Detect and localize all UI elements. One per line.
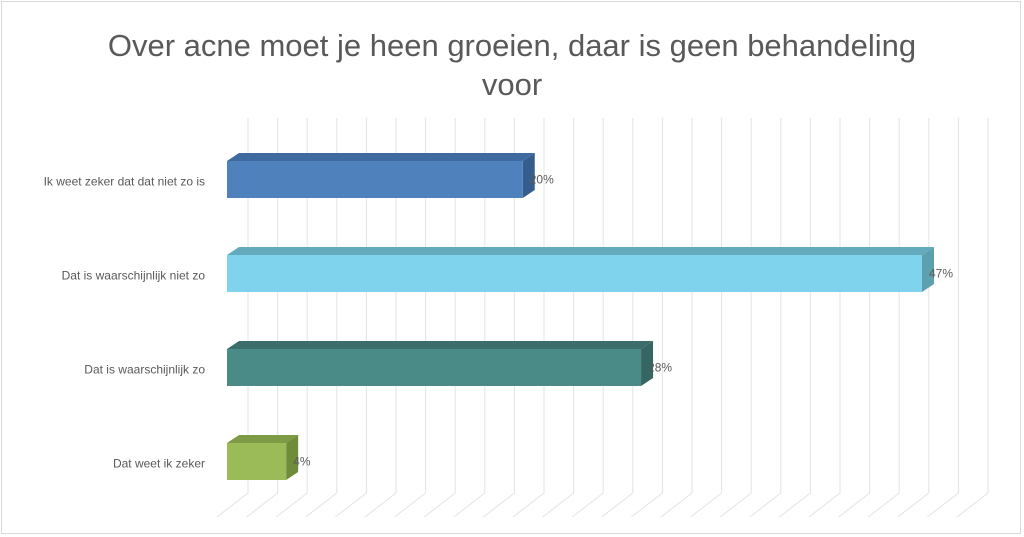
chart-title: Over acne moet je heen groeien, daar is … xyxy=(0,26,1024,104)
bar-top xyxy=(227,341,654,349)
gridline-floor xyxy=(542,492,574,518)
gridline-floor xyxy=(216,492,249,518)
gridline-floor xyxy=(364,492,397,518)
value-label: 47% xyxy=(929,267,953,281)
bar xyxy=(227,247,934,292)
gridline-floor xyxy=(423,492,456,518)
gridline-floor xyxy=(246,492,278,518)
category-label: Dat weet ik zeker xyxy=(113,457,205,471)
bar-side xyxy=(522,153,535,198)
gridline-floor xyxy=(719,492,752,518)
gridline-floor xyxy=(956,492,989,518)
gridline-floor xyxy=(779,492,811,518)
gridline-floor xyxy=(601,492,634,518)
gridline-floor xyxy=(483,492,515,518)
gridline-floor xyxy=(335,492,367,518)
gridline-floor xyxy=(394,492,426,518)
gridline-floor xyxy=(749,492,782,518)
gridline-floor xyxy=(571,492,604,518)
gridline-floor xyxy=(275,492,308,518)
bar xyxy=(227,435,299,480)
gridline-floor xyxy=(838,492,870,518)
category-label: Dat is waarschijnlijk zo xyxy=(84,363,205,377)
chart-title-line-1: Over acne moet je heen groeien, daar is … xyxy=(107,28,917,63)
value-label: 20% xyxy=(530,173,554,187)
chart-title-line-2: voor xyxy=(481,67,543,102)
bar-top xyxy=(227,247,934,255)
value-label: 4% xyxy=(293,455,311,469)
bar xyxy=(227,153,535,198)
category-label: Dat is waarschijnlijk niet zo xyxy=(62,269,206,283)
bar-front xyxy=(227,255,922,292)
gridline-floor xyxy=(453,492,486,518)
gridline-floor xyxy=(867,492,900,518)
value-label: 28% xyxy=(648,361,672,375)
bar-front xyxy=(227,161,523,198)
gridline-floor xyxy=(305,492,338,518)
bar-top xyxy=(227,435,299,443)
bar-side xyxy=(922,247,934,292)
gridline-floor xyxy=(690,492,722,518)
bar-side xyxy=(641,341,654,386)
bar xyxy=(227,341,654,386)
gridline-floor xyxy=(927,492,959,518)
bar-front xyxy=(227,349,642,386)
gridline-floor xyxy=(512,492,545,518)
gridline-floor xyxy=(660,492,693,518)
category-label: Ik weet zeker dat dat niet zo is xyxy=(44,175,205,189)
bar-front xyxy=(227,443,287,480)
gridline-floor xyxy=(897,492,930,518)
bar-side xyxy=(286,435,299,480)
gridline-floor xyxy=(631,492,663,518)
gridline-floor xyxy=(808,492,841,518)
bar-top xyxy=(227,153,535,161)
